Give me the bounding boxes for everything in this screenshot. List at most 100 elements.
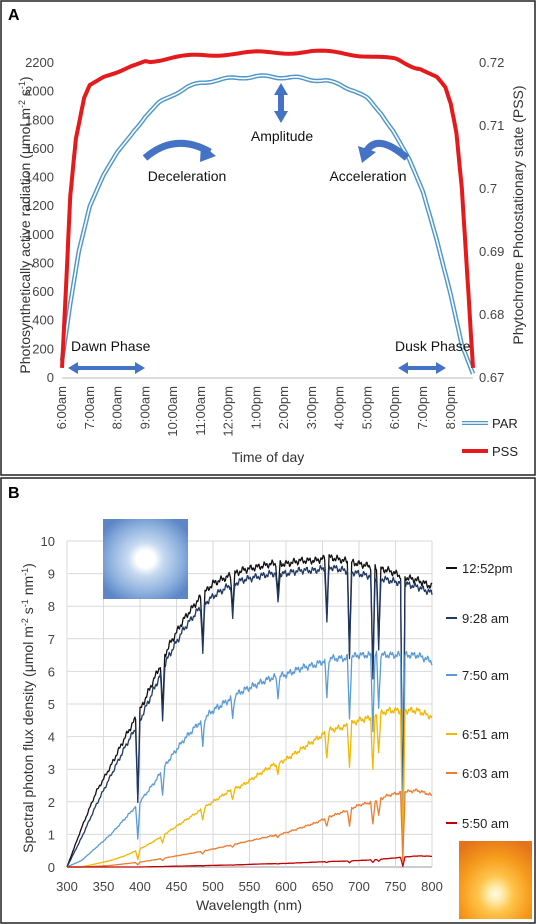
panel-a-x-tick-label: 11:00am <box>193 386 208 436</box>
legend-label: 7:50 am <box>462 668 509 683</box>
panel-a-y2-tick-label: 0.7 <box>479 181 497 196</box>
panel-a-y-tick-label: 1800 <box>25 112 54 127</box>
panel-b-y-tick-label: 2 <box>48 795 55 810</box>
legend-label: 6:03 am <box>462 766 509 781</box>
panel-b-x-ticks: 300 350 400 450 500 550 600 650 700 750 800 <box>56 879 443 894</box>
panel-a-y2-tick-label: 0.72 <box>479 55 504 70</box>
panel-b-x-tick-label: 800 <box>421 879 443 894</box>
dawn-phase-label: Dawn Phase <box>71 338 151 354</box>
panel-a-x-tick-label: 2:00pm <box>276 386 291 429</box>
panel-a-x-tick-label: 8:00am <box>110 386 125 429</box>
panel-a-y2-tick-label: 0.68 <box>479 307 504 322</box>
amplitude-arrow-icon <box>274 83 288 123</box>
panel-a-y-tick-label: 400 <box>32 313 54 328</box>
panel-a-y2-tick-label: 0.71 <box>479 118 504 133</box>
spectrum-line <box>66 650 433 868</box>
pss-series-line <box>60 48 475 369</box>
panel-b-x-tick-label: 300 <box>56 879 78 894</box>
panel-a-x-tick-label: 4:00pm <box>332 386 347 429</box>
panel-b-y-tick-label: 7 <box>48 632 55 647</box>
panel-a-y-tick-label: 1400 <box>25 170 54 185</box>
panel-a-y-tick-label: 2000 <box>25 84 54 99</box>
panel-a-x-tick-label: 6:00pm <box>387 386 402 429</box>
legend-label: 12:52pm <box>462 561 513 576</box>
panel-b-x-axis-title: Wavelength (nm) <box>196 897 302 913</box>
acceleration-label: Acceleration <box>329 168 406 184</box>
panel-b-y-ticks: 0 1 2 3 4 5 6 7 8 9 10 <box>41 534 55 875</box>
panel-b-y-tick-label: 10 <box>41 534 55 549</box>
panel-b-y-tick-label: 9 <box>48 567 55 582</box>
panel-a-y-axis-title: Photosynthetically active radiation (μmo… <box>17 76 33 373</box>
panel-b-x-tick-label: 750 <box>385 879 407 894</box>
panel-a-y-tick-label: 200 <box>32 341 54 356</box>
panel-a-label: A <box>8 7 20 24</box>
spectrum-line <box>67 855 433 868</box>
panel-a-x-tick-label: 12:00pm <box>221 386 236 437</box>
dusk-phase-label: Dusk Phase <box>395 338 471 354</box>
dusk-phase-arrow-icon <box>398 362 446 374</box>
panel-b-series <box>66 554 433 868</box>
panel-a-x-tick-label: 9:00am <box>137 386 152 429</box>
panel-a-x-tick-label: 8:00pm <box>443 386 458 429</box>
panel-a-y2-tick-label: 0.67 <box>479 370 504 385</box>
panel-a-series <box>59 48 476 375</box>
panel-a-x-tick-label: 7:00am <box>82 386 97 429</box>
deceleration-label: Deceleration <box>148 168 227 184</box>
legend-pss-label: PSS <box>492 444 518 459</box>
panel-a-x-tick-label: 7:00pm <box>415 386 430 429</box>
panel-a-y2-tick-label: 0.69 <box>479 244 504 259</box>
spectrum-line <box>67 706 433 868</box>
panel-a-annotations: Amplitude Deceleration Acceleration Dawn… <box>68 83 471 374</box>
panel-a-x-ticks: 6:00am 7:00am 8:00am 9:00am 10:00am 11:00am 12… <box>54 386 458 437</box>
panel-a-y-tick-label: 1000 <box>25 227 54 242</box>
panel-b-y-axis-title: Spectral photon flux density (μmol m-2 s… <box>20 563 36 853</box>
midday-sun-image <box>103 519 188 599</box>
panel-a-x-tick-label: 1:00pm <box>248 386 263 429</box>
panel-b-y-tick-label: 1 <box>48 827 55 842</box>
panel-b-label: B <box>8 485 20 502</box>
panel-a-y-tick-label: 0 <box>47 370 54 385</box>
panel-b-x-tick-label: 450 <box>166 879 188 894</box>
panel-a-chart: 0 200 400 600 800 1000 1200 1400 1600 1800 2000 220… <box>17 48 526 465</box>
panel-a-y-tick-label: 1200 <box>25 198 54 213</box>
par-series-line-inner <box>61 74 474 374</box>
acceleration-arrow-shaft <box>362 139 410 161</box>
panel-a-y-tick-label: 1600 <box>25 141 54 156</box>
amplitude-label: Amplitude <box>251 128 313 144</box>
panel-a-x-tick-label: 5:00pm <box>359 386 374 429</box>
panel-a-y-tick-label: 600 <box>32 284 54 299</box>
legend-label: 5:50 am <box>462 816 509 831</box>
legend-item-par: PAR <box>462 416 518 431</box>
legend-label: 6:51 am <box>462 727 509 742</box>
panel-b-y-tick-label: 5 <box>48 697 55 712</box>
panel-a-x-tick-label: 10:00am <box>165 386 180 437</box>
deceleration-arrow-shaft <box>142 139 212 161</box>
dawn-phase-arrow-icon <box>68 362 145 374</box>
par-series-line <box>59 73 476 375</box>
panel-b-y-tick-label: 4 <box>48 730 55 745</box>
panel-a-y-tick-label: 800 <box>32 255 54 270</box>
panel-a-y2-axis-title: Phytochrome Photostationary state (PSS) <box>510 85 526 344</box>
panel-b-x-tick-label: 550 <box>239 879 261 894</box>
panel-a-y-tick-label: 2200 <box>25 55 54 70</box>
panel-a-legend: PAR PSS <box>462 416 518 459</box>
panel-b-x-tick-label: 500 <box>202 879 224 894</box>
acceleration-arrow-head-icon <box>358 146 376 163</box>
spectrum-line <box>67 788 433 868</box>
sunrise-image <box>459 841 532 919</box>
legend-item-pss: PSS <box>462 444 518 459</box>
panel-b-x-tick-label: 350 <box>93 879 115 894</box>
panel-a-y2-ticks: 0.67 0.68 0.69 0.7 0.71 0.72 <box>479 55 504 385</box>
panel-b-x-tick-label: 650 <box>312 879 334 894</box>
panel-b-y-tick-label: 8 <box>48 599 55 614</box>
panel-b-legend: 12:52pm 9:28 am 7:50 am 6:51 am 6:03 am 5:50 … <box>446 561 513 831</box>
panel-b-y-tick-label: 6 <box>48 664 55 679</box>
panel-a-frame <box>0 0 536 476</box>
panel-a-x-axis-title: Time of day <box>232 449 305 465</box>
panel-b-x-tick-label: 600 <box>275 879 297 894</box>
legend-par-label: PAR <box>492 416 518 431</box>
panel-a-x-tick-label: 3:00pm <box>304 386 319 429</box>
panel-b-x-tick-label: 400 <box>129 879 151 894</box>
